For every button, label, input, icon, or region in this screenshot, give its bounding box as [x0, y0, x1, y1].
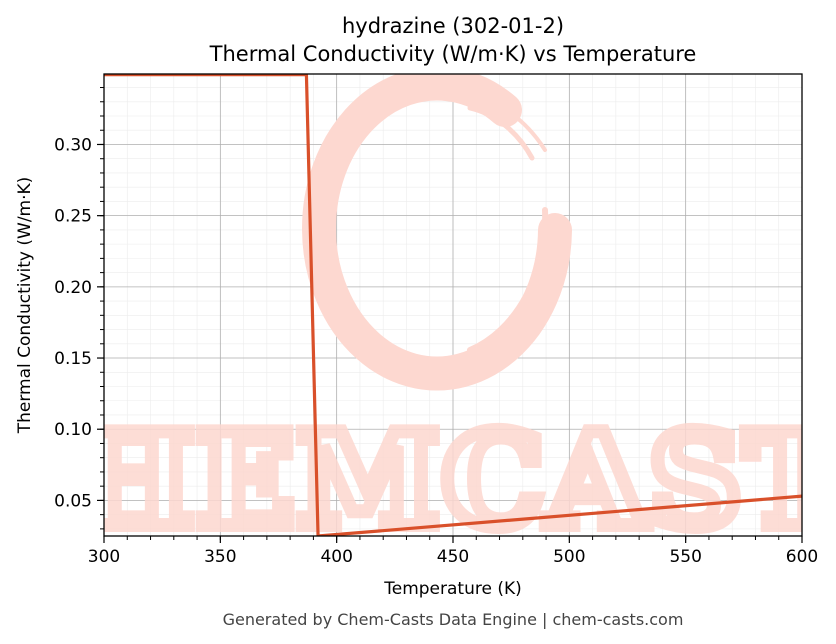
x-tick-label: 500 — [553, 547, 585, 567]
x-axis: 300 350 400 450 500 550 600 — [88, 536, 818, 567]
y-tick-label: 0.15 — [54, 349, 92, 369]
x-axis-label: Temperature (K) — [383, 579, 522, 599]
chart-title: hydrazine (302-01-2) — [342, 14, 564, 38]
watermark-text: CHEMCASTS — [0, 406, 836, 556]
x-tick-label: 550 — [669, 547, 701, 567]
y-tick-label: 0.30 — [54, 135, 92, 155]
chart-subtitle: Thermal Conductivity (W/m·K) vs Temperat… — [209, 42, 697, 66]
watermark-logo — [302, 74, 572, 391]
y-tick-label: 0.05 — [54, 491, 92, 511]
x-tick-label: 300 — [88, 547, 120, 567]
y-tick-label: 0.25 — [54, 207, 92, 227]
footer-credit: Generated by Chem-Casts Data Engine | ch… — [223, 610, 684, 629]
watermark: CHEMCASTS — [0, 74, 836, 556]
series-layer — [104, 74, 802, 536]
y-tick-label: 0.20 — [54, 278, 92, 298]
y-axis-label: Thermal Conductivity (W/m·K) — [15, 177, 35, 435]
x-tick-label: 400 — [320, 547, 352, 567]
x-tick-label: 600 — [786, 547, 818, 567]
thermal-conductivity-line — [104, 74, 802, 536]
y-tick-label: 0.10 — [54, 420, 92, 440]
x-tick-label: 350 — [204, 547, 236, 567]
y-axis: 0.05 0.10 0.15 0.20 0.25 0.30 — [54, 87, 104, 530]
x-tick-label: 450 — [437, 547, 469, 567]
